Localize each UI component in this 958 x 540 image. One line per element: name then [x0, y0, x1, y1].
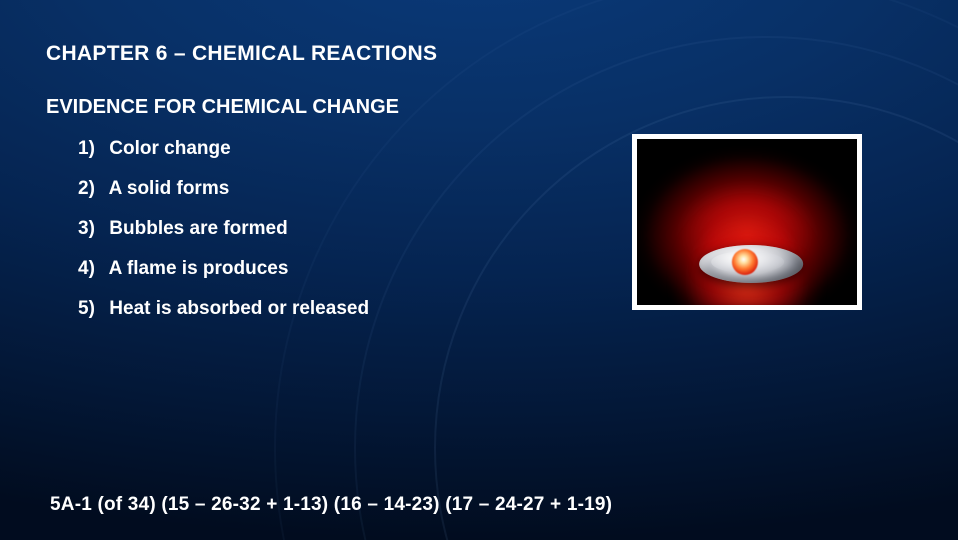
- slide-footer: 5A-1 (of 34) (15 – 26-32 + 1-13) (16 – 1…: [50, 494, 612, 516]
- reaction-image-inner: [637, 139, 857, 305]
- list-item-text: Color change: [109, 138, 230, 159]
- list-item-num: 1): [78, 138, 104, 160]
- slide-subtitle: EVIDENCE FOR CHEMICAL CHANGE: [46, 96, 399, 119]
- list-item-text: A solid forms: [109, 178, 230, 199]
- list-item-text: Bubbles are formed: [109, 218, 287, 239]
- list-item-num: 3): [78, 218, 104, 240]
- reaction-image: [632, 134, 862, 310]
- slide: CHAPTER 6 – CHEMICAL REACTIONS EVIDENCE …: [0, 0, 958, 540]
- list-item-num: 2): [78, 178, 104, 200]
- slide-title: CHAPTER 6 – CHEMICAL REACTIONS: [46, 42, 437, 66]
- list-item: 4) A flame is produces: [78, 258, 369, 280]
- list-item-text: A flame is produces: [109, 258, 289, 279]
- flame-top-icon: [672, 169, 822, 305]
- list-item: 5) Heat is absorbed or released: [78, 298, 369, 320]
- list-item: 1) Color change: [78, 138, 369, 160]
- list-item-num: 5): [78, 298, 104, 320]
- evidence-list: 1) Color change 2) A solid forms 3) Bubb…: [78, 138, 369, 338]
- list-item: 2) A solid forms: [78, 178, 369, 200]
- list-item-num: 4): [78, 258, 104, 280]
- list-item-text: Heat is absorbed or released: [109, 298, 369, 319]
- list-item: 3) Bubbles are formed: [78, 218, 369, 240]
- ignition-glow-icon: [732, 249, 758, 275]
